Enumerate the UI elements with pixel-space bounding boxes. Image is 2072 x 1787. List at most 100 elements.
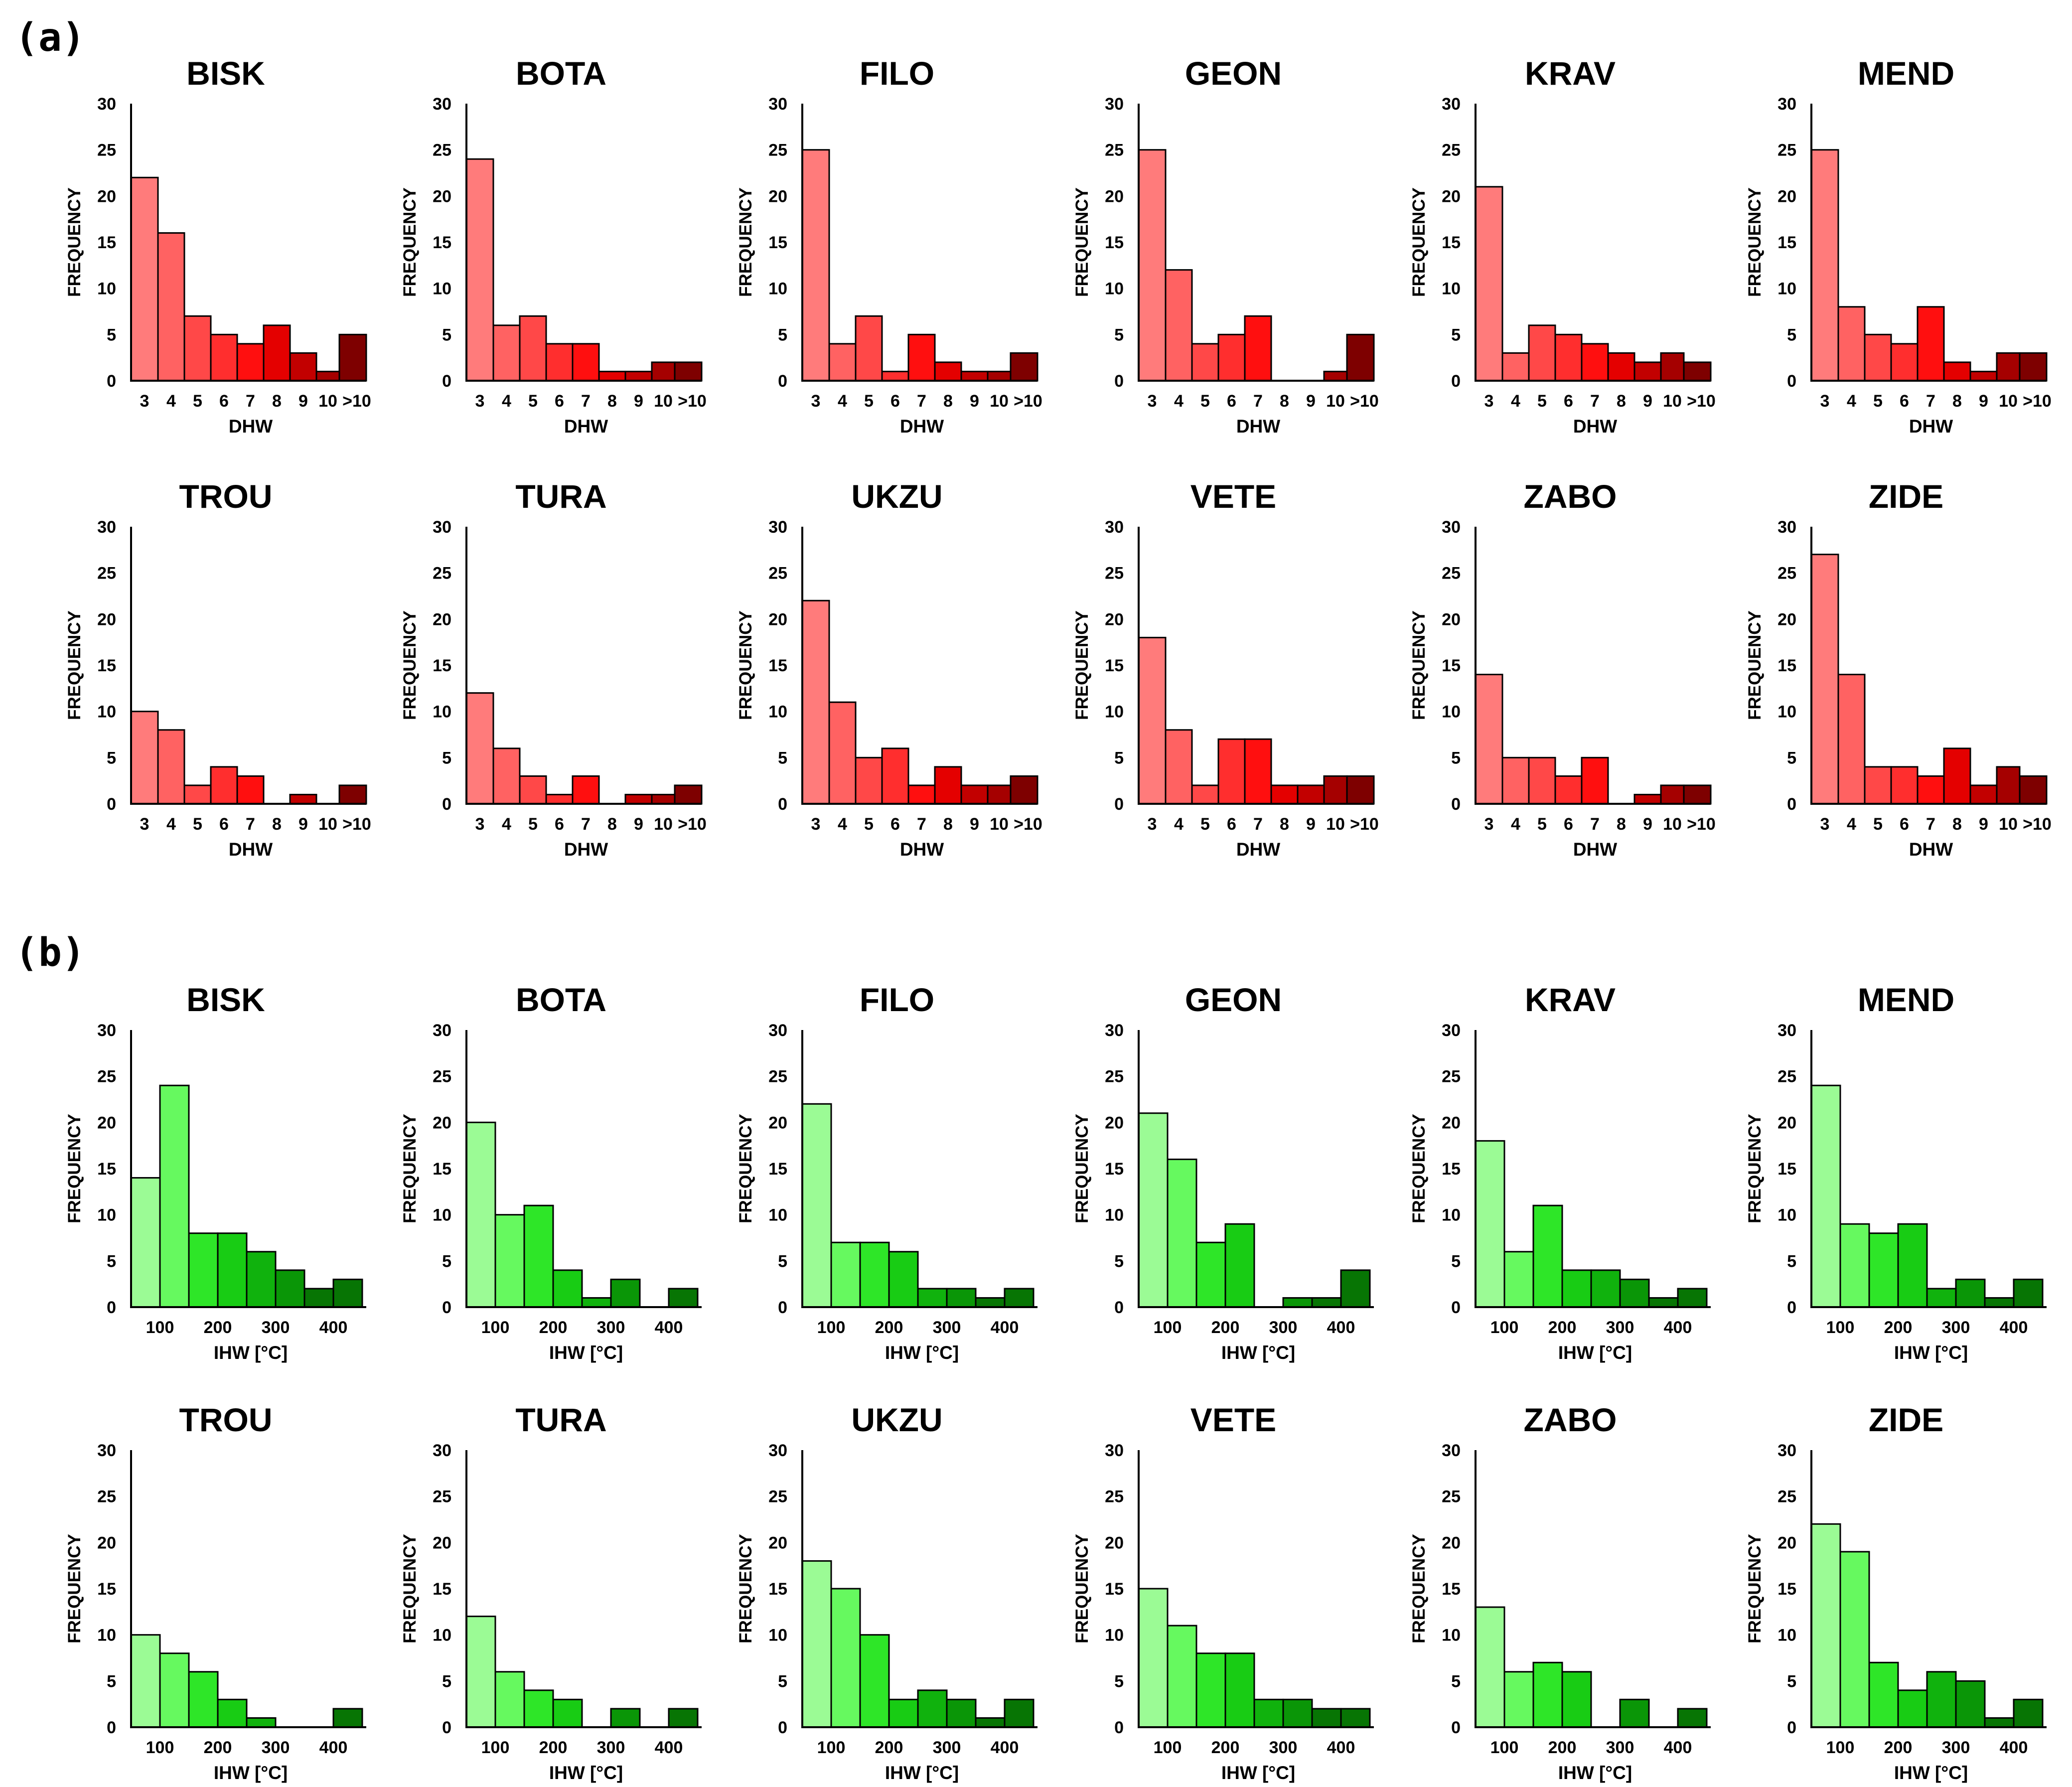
y-tick-label: 30 bbox=[433, 1441, 451, 1460]
y-axis-label: FREQUENCY bbox=[65, 1534, 84, 1643]
x-tick-label: 100 bbox=[1826, 1318, 1855, 1337]
x-tick-label: 200 bbox=[1211, 1738, 1240, 1757]
y-tick-label: 25 bbox=[97, 141, 116, 160]
bar bbox=[801, 599, 830, 805]
bar bbox=[1528, 324, 1556, 382]
bar bbox=[552, 1269, 583, 1308]
bar bbox=[1528, 756, 1556, 805]
y-tick-label: 30 bbox=[1105, 518, 1124, 537]
bar bbox=[1955, 1680, 1986, 1728]
y-tick-label: 20 bbox=[97, 1113, 116, 1132]
y-axis-label: FREQUENCY bbox=[1409, 610, 1429, 720]
bar bbox=[1191, 784, 1219, 805]
axis-line bbox=[1138, 104, 1374, 382]
bar bbox=[934, 766, 962, 805]
x-tick-label: 3 bbox=[1148, 392, 1157, 411]
x-tick-label: 6 bbox=[1227, 815, 1236, 834]
x-tick-label: 200 bbox=[1884, 1738, 1913, 1757]
x-axis-label: IHW [°C] bbox=[1221, 1342, 1295, 1363]
y-tick-label: 20 bbox=[1442, 610, 1461, 629]
chart-title: MEND bbox=[1858, 55, 1954, 92]
y-tick-label: 5 bbox=[1787, 325, 1796, 344]
x-axis-label: IHW [°C] bbox=[1558, 1342, 1632, 1363]
bar bbox=[159, 1652, 190, 1728]
y-tick-label: 10 bbox=[433, 1626, 451, 1645]
bar bbox=[1917, 306, 1945, 382]
y-tick-label: 15 bbox=[1105, 656, 1124, 675]
y-tick-label: 0 bbox=[778, 1298, 787, 1317]
chart-title: BISK bbox=[186, 981, 265, 1018]
bar bbox=[1868, 1661, 1899, 1728]
y-tick-label: 20 bbox=[1777, 610, 1796, 629]
y-axis-label: FREQUENCY bbox=[1072, 610, 1092, 720]
y-tick-label: 15 bbox=[1442, 1160, 1461, 1179]
bar bbox=[855, 756, 883, 805]
bar bbox=[1010, 775, 1038, 805]
bar bbox=[668, 1288, 699, 1308]
bar bbox=[1810, 1084, 1841, 1308]
bar bbox=[1890, 766, 1919, 805]
axis-line bbox=[130, 527, 366, 805]
bar bbox=[572, 343, 600, 382]
x-tick-label: 6 bbox=[555, 392, 564, 411]
bar bbox=[1224, 1223, 1255, 1308]
chart-ihw-zabo: ZABO FREQUENCY 0 5 10 15 20 25 30 100 200 300 400 IHW… bbox=[1409, 1401, 1711, 1783]
y-tick-label: 5 bbox=[107, 1672, 116, 1691]
x-tick-label: 400 bbox=[1327, 1318, 1355, 1337]
bar bbox=[1660, 784, 1685, 805]
x-tick-label: 4 bbox=[1847, 815, 1856, 834]
bar bbox=[801, 149, 830, 382]
axis-line bbox=[1475, 1030, 1711, 1308]
x-tick-label: 10 bbox=[318, 392, 337, 411]
bar bbox=[1810, 149, 1839, 382]
y-tick-label: 10 bbox=[768, 703, 787, 722]
y-tick-label: 20 bbox=[1777, 1533, 1796, 1552]
y-tick-label: 30 bbox=[97, 518, 116, 537]
bar bbox=[1619, 1698, 1650, 1728]
x-tick-label: 200 bbox=[875, 1738, 903, 1757]
y-tick-label: 25 bbox=[97, 564, 116, 583]
x-tick-label: 3 bbox=[811, 815, 821, 834]
y-tick-label: 10 bbox=[1105, 703, 1124, 722]
bar bbox=[1633, 793, 1662, 805]
x-tick-label: 8 bbox=[1280, 815, 1289, 834]
bar bbox=[1323, 775, 1348, 805]
x-tick-label: 3 bbox=[1148, 815, 1157, 834]
chart-title: TURA bbox=[515, 478, 606, 515]
x-tick-label: 8 bbox=[1617, 392, 1626, 411]
bar bbox=[2019, 352, 2048, 382]
x-tick-label: 400 bbox=[319, 1318, 348, 1337]
chart-title: ZIDE bbox=[1869, 1401, 1943, 1438]
axis-line bbox=[801, 527, 1037, 805]
x-tick-label: 100 bbox=[146, 1318, 174, 1337]
x-tick-label: 6 bbox=[219, 392, 229, 411]
axis-line bbox=[1138, 1030, 1374, 1308]
y-tick-label: 10 bbox=[1105, 1626, 1124, 1645]
axis-line bbox=[1138, 527, 1374, 805]
x-tick-label: 8 bbox=[1280, 392, 1289, 411]
y-axis-label: FREQUENCY bbox=[736, 1114, 755, 1223]
bar bbox=[492, 747, 521, 805]
bar bbox=[651, 793, 676, 805]
chart-title: UKZU bbox=[851, 1401, 942, 1438]
y-tick-label: 15 bbox=[1777, 1160, 1796, 1179]
bar bbox=[1890, 343, 1919, 382]
y-tick-label: 10 bbox=[1777, 1206, 1796, 1225]
chart-ihw-ukzu: UKZU FREQUENCY 0 5 10 15 20 25 30 100 200 300 400 IHW… bbox=[736, 1401, 1037, 1783]
y-tick-label: 30 bbox=[1105, 1441, 1124, 1460]
bar bbox=[1561, 1671, 1592, 1728]
bar bbox=[888, 1698, 919, 1728]
chart-title: ZABO bbox=[1524, 478, 1617, 515]
x-tick-label: 7 bbox=[917, 815, 926, 834]
bar bbox=[183, 784, 212, 805]
bar bbox=[1561, 1269, 1592, 1308]
y-tick-label: 0 bbox=[1114, 372, 1124, 391]
bar bbox=[1955, 1278, 1986, 1308]
x-tick-label: 10 bbox=[1663, 392, 1682, 411]
bar bbox=[1926, 1671, 1957, 1728]
bar bbox=[1897, 1689, 1928, 1728]
y-tick-label: 0 bbox=[1114, 1718, 1124, 1737]
y-tick-label: 15 bbox=[1442, 656, 1461, 675]
bar bbox=[960, 784, 989, 805]
